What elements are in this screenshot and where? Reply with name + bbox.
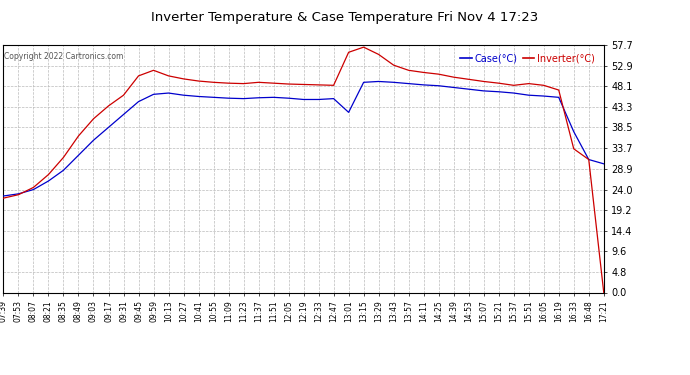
Legend: Case(°C), Inverter(°C): Case(°C), Inverter(°C) [456, 50, 599, 68]
Text: Copyright 2022 Cartronics.com: Copyright 2022 Cartronics.com [4, 53, 124, 62]
Text: Inverter Temperature & Case Temperature Fri Nov 4 17:23: Inverter Temperature & Case Temperature … [151, 11, 539, 24]
